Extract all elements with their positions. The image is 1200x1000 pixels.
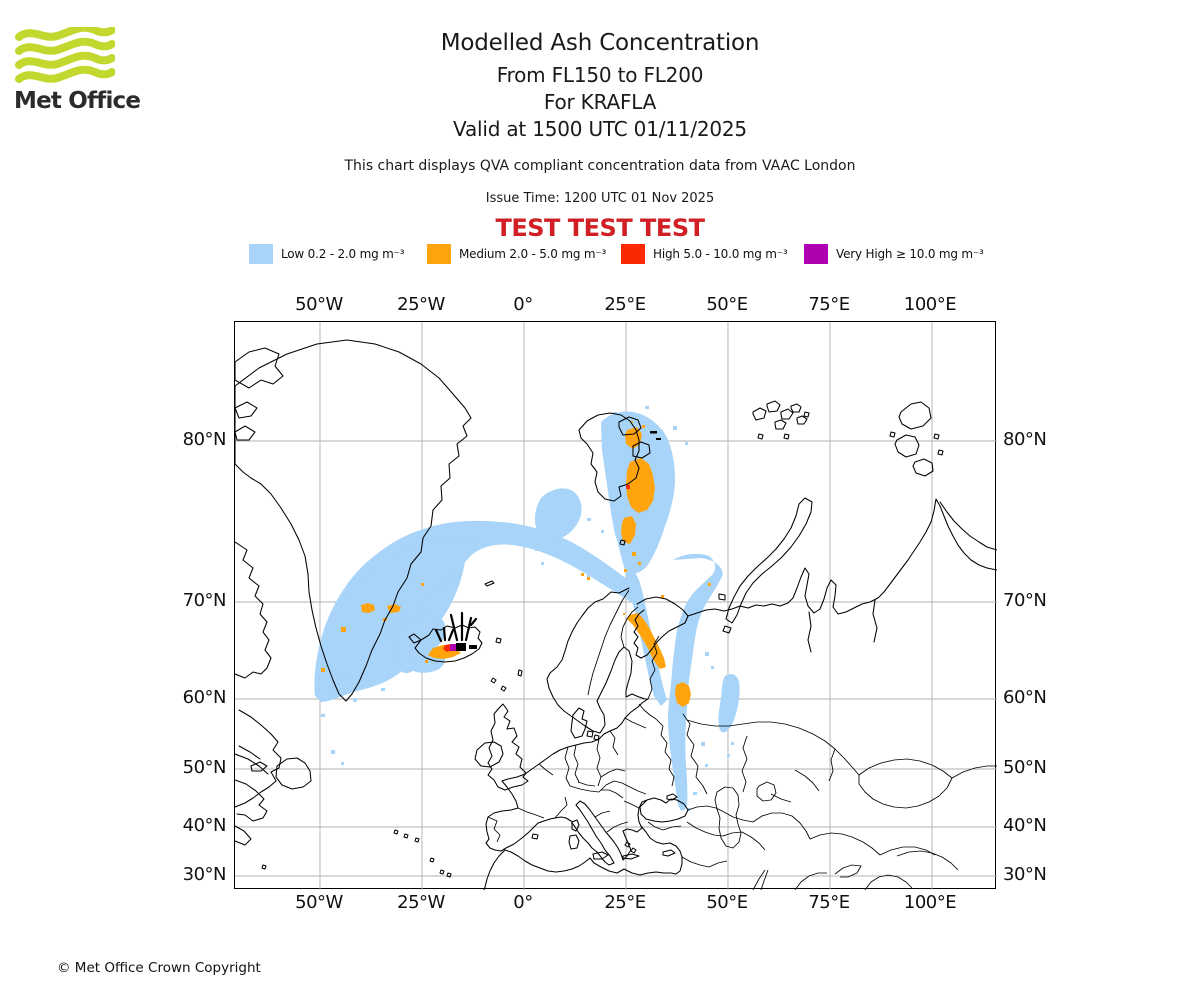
y-tick-left-50n: 50°N xyxy=(182,757,227,778)
copyright-notice: © Met Office Crown Copyright xyxy=(57,960,261,976)
y-tick-left-80n: 80°N xyxy=(182,429,227,450)
valid-time-subtitle: Valid at 1500 UTC 01/11/2025 xyxy=(453,117,747,141)
x-tick-bottom-100e: 100°E xyxy=(903,892,957,913)
met-office-logo xyxy=(15,23,125,117)
svalbard-dash-1 xyxy=(650,431,657,434)
legend-label-high: High 5.0 - 10.0 mg m⁻³ xyxy=(653,246,788,261)
flight-level-subtitle: From FL150 to FL200 xyxy=(496,63,704,87)
legend-label-very-high: Very High ≥ 10.0 mg m⁻³ xyxy=(836,246,984,261)
eruption-symbol-icon xyxy=(434,611,478,643)
x-tick-bottom-75e: 75°E xyxy=(808,892,850,913)
y-tick-right-40n: 40°N xyxy=(1003,815,1047,836)
x-tick-bottom-50w: 50°W xyxy=(295,892,343,913)
x-tick-bottom-25w: 25°W xyxy=(397,892,445,913)
map-svg xyxy=(235,322,997,890)
x-tick-top-25w: 25°W xyxy=(397,294,445,315)
compliance-note: This chart displays QVA compliant concen… xyxy=(344,158,856,174)
page-title: Modelled Ash Concentration xyxy=(440,30,760,56)
y-tick-right-50n: 50°N xyxy=(1003,757,1047,778)
legend-item-low: Low 0.2 - 2.0 mg m⁻³ xyxy=(249,243,405,264)
y-tick-right-80n: 80°N xyxy=(1003,429,1047,450)
y-tick-left-30n: 30°N xyxy=(182,864,227,885)
legend-swatch-high xyxy=(621,243,645,264)
x-tick-top-50e: 50°E xyxy=(706,294,748,315)
source-cell-black xyxy=(456,643,466,651)
met-office-logo-text: Met Office xyxy=(14,88,141,114)
coastlines xyxy=(235,339,997,890)
legend-swatch-very-high xyxy=(804,243,828,264)
x-tick-top-0: 0° xyxy=(513,294,533,315)
ash-cloud-medium xyxy=(321,421,711,707)
ash-cloud-very-high xyxy=(450,644,457,651)
x-tick-top-75e: 75°E xyxy=(808,294,850,315)
y-tick-left-70n: 70°N xyxy=(182,590,227,611)
legend-swatch-medium xyxy=(427,243,451,264)
source-dash-black xyxy=(469,645,477,649)
volcano-subtitle: For KRAFLA xyxy=(543,90,657,114)
legend-item-medium: Medium 2.0 - 5.0 mg m⁻³ xyxy=(427,243,606,264)
legend-item-high: High 5.0 - 10.0 mg m⁻³ xyxy=(621,243,788,264)
test-banner: TEST TEST TEST xyxy=(495,214,705,242)
legend-swatch-low xyxy=(249,243,273,264)
issue-time: Issue Time: 1200 UTC 01 Nov 2025 xyxy=(485,191,715,206)
legend-item-very-high: Very High ≥ 10.0 mg m⁻³ xyxy=(804,243,984,264)
x-tick-bottom-50e: 50°E xyxy=(706,892,748,913)
svalbard-dash-2 xyxy=(656,438,661,440)
y-tick-left-40n: 40°N xyxy=(182,815,227,836)
x-tick-top-25e: 25°E xyxy=(604,294,646,315)
volcano-marker xyxy=(434,431,661,651)
ash-cloud-low xyxy=(314,406,740,811)
met-office-logo-waves-icon xyxy=(15,23,116,83)
country-borders xyxy=(487,589,997,890)
x-tick-top-50w: 50°W xyxy=(295,294,343,315)
y-tick-left-60n: 60°N xyxy=(182,687,227,708)
map-canvas xyxy=(234,321,997,890)
y-tick-right-70n: 70°N xyxy=(1003,590,1047,611)
y-tick-right-60n: 60°N xyxy=(1003,687,1047,708)
y-tick-right-30n: 30°N xyxy=(1003,864,1047,885)
x-tick-bottom-25e: 25°E xyxy=(604,892,646,913)
x-tick-bottom-0: 0° xyxy=(513,892,533,913)
legend-label-low: Low 0.2 - 2.0 mg m⁻³ xyxy=(281,246,405,261)
x-tick-top-100e: 100°E xyxy=(903,294,957,315)
legend-label-medium: Medium 2.0 - 5.0 mg m⁻³ xyxy=(459,246,607,261)
